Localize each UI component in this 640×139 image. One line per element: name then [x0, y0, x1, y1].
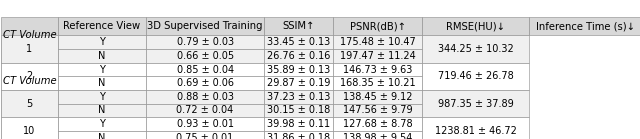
- Bar: [1, 63, 58, 90]
- Text: CT Volume: CT Volume: [3, 76, 56, 85]
- Bar: [333, 90, 422, 104]
- Bar: [1, 35, 58, 63]
- Text: 127.68 ± 8.78: 127.68 ± 8.78: [343, 119, 412, 129]
- Text: 39.98 ± 0.11: 39.98 ± 0.11: [268, 119, 330, 129]
- Bar: [58, 63, 146, 76]
- Bar: [1, 117, 58, 139]
- Text: Y: Y: [99, 37, 105, 47]
- Bar: [333, 49, 422, 63]
- Text: 719.46 ± 26.78: 719.46 ± 26.78: [438, 71, 513, 81]
- Text: 31.86 ± 0.18: 31.86 ± 0.18: [268, 133, 330, 139]
- Text: Y: Y: [99, 119, 105, 129]
- Bar: [422, 17, 529, 35]
- Text: 138.45 ± 9.12: 138.45 ± 9.12: [343, 92, 412, 102]
- Text: 138.98 ± 9.54: 138.98 ± 9.54: [343, 133, 412, 139]
- Text: Inference Time (s)↓: Inference Time (s)↓: [536, 21, 635, 31]
- Bar: [58, 104, 146, 117]
- Bar: [264, 131, 333, 139]
- Text: 1: 1: [26, 44, 33, 54]
- Bar: [1, 17, 58, 139]
- Bar: [58, 49, 146, 63]
- Text: 344.25 ± 10.32: 344.25 ± 10.32: [438, 44, 513, 54]
- Text: 147.56 ± 9.79: 147.56 ± 9.79: [343, 105, 412, 115]
- Bar: [333, 104, 422, 117]
- Text: 146.73 ± 9.63: 146.73 ± 9.63: [343, 64, 412, 75]
- Bar: [264, 17, 333, 35]
- Bar: [333, 131, 422, 139]
- Bar: [333, 117, 422, 131]
- Text: PSNR(dB)↑: PSNR(dB)↑: [349, 21, 406, 31]
- Text: Reference View: Reference View: [63, 21, 140, 31]
- Text: 3D Supervised Training: 3D Supervised Training: [147, 21, 263, 31]
- Text: N: N: [98, 78, 106, 88]
- Bar: [58, 35, 146, 49]
- Bar: [1, 90, 58, 117]
- Text: 0.72 ± 0.04: 0.72 ± 0.04: [177, 105, 234, 115]
- Text: 26.76 ± 0.16: 26.76 ± 0.16: [267, 51, 331, 61]
- Text: 10: 10: [23, 126, 36, 136]
- Bar: [58, 76, 146, 90]
- Bar: [58, 117, 146, 131]
- Bar: [333, 35, 422, 49]
- Bar: [264, 117, 333, 131]
- Bar: [333, 17, 422, 35]
- Text: 1238.81 ± 46.72: 1238.81 ± 46.72: [435, 126, 516, 136]
- Bar: [146, 104, 264, 117]
- Text: N: N: [98, 133, 106, 139]
- Text: 197.47 ± 11.24: 197.47 ± 11.24: [340, 51, 415, 61]
- Bar: [264, 49, 333, 63]
- Bar: [529, 17, 640, 35]
- Text: 175.48 ± 10.47: 175.48 ± 10.47: [340, 37, 415, 47]
- Bar: [146, 63, 264, 76]
- Text: 0.93 ± 0.01: 0.93 ± 0.01: [177, 119, 234, 129]
- Bar: [58, 17, 146, 35]
- Bar: [146, 131, 264, 139]
- Bar: [58, 131, 146, 139]
- Text: 0.69 ± 0.06: 0.69 ± 0.06: [177, 78, 234, 88]
- Bar: [146, 17, 264, 35]
- Bar: [146, 76, 264, 90]
- Bar: [264, 76, 333, 90]
- Text: 29.87 ± 0.19: 29.87 ± 0.19: [267, 78, 331, 88]
- Bar: [146, 90, 264, 104]
- Bar: [58, 90, 146, 104]
- Text: 37.23 ± 0.13: 37.23 ± 0.13: [267, 92, 331, 102]
- Text: Y: Y: [99, 64, 105, 75]
- Text: 0.75 ± 0.01: 0.75 ± 0.01: [177, 133, 234, 139]
- Text: Y: Y: [99, 92, 105, 102]
- Text: 30.15 ± 0.18: 30.15 ± 0.18: [268, 105, 330, 115]
- Text: 0.88 ± 0.03: 0.88 ± 0.03: [177, 92, 234, 102]
- Text: CT Volume: CT Volume: [3, 30, 56, 40]
- Text: 0.66 ± 0.05: 0.66 ± 0.05: [177, 51, 234, 61]
- Text: 35.89 ± 0.13: 35.89 ± 0.13: [268, 64, 330, 75]
- Text: 33.45 ± 0.13: 33.45 ± 0.13: [268, 37, 330, 47]
- Bar: [264, 104, 333, 117]
- Text: 0.85 ± 0.04: 0.85 ± 0.04: [177, 64, 234, 75]
- Bar: [422, 63, 529, 90]
- Text: SSIM↑: SSIM↑: [283, 21, 315, 31]
- Bar: [422, 90, 529, 117]
- Bar: [264, 90, 333, 104]
- Text: 0.79 ± 0.03: 0.79 ± 0.03: [177, 37, 234, 47]
- Bar: [333, 76, 422, 90]
- Bar: [146, 35, 264, 49]
- Bar: [146, 117, 264, 131]
- Bar: [264, 35, 333, 49]
- Bar: [422, 35, 529, 63]
- Text: 987.35 ± 37.89: 987.35 ± 37.89: [438, 99, 513, 109]
- Text: 2: 2: [26, 71, 33, 81]
- Bar: [264, 63, 333, 76]
- Bar: [146, 49, 264, 63]
- Bar: [333, 63, 422, 76]
- Bar: [422, 117, 529, 139]
- Text: 5: 5: [26, 99, 33, 109]
- Text: 168.35 ± 10.21: 168.35 ± 10.21: [340, 78, 415, 88]
- Text: N: N: [98, 105, 106, 115]
- Text: RMSE(HU)↓: RMSE(HU)↓: [446, 21, 505, 31]
- Text: N: N: [98, 51, 106, 61]
